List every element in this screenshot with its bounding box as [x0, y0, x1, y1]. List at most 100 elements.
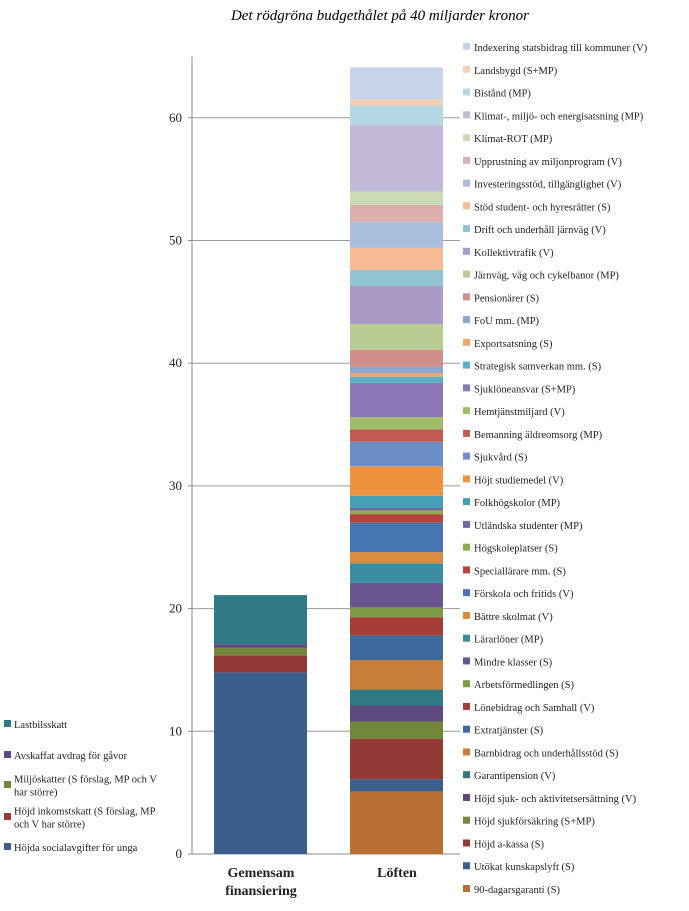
legend-swatch	[4, 720, 11, 727]
promises-segment-12	[350, 552, 443, 564]
legend-label: Lönebidrag och Samhall (V)	[474, 703, 595, 714]
legend-swatch	[4, 813, 11, 820]
legend-swatch	[4, 843, 11, 850]
legend-swatch	[463, 657, 470, 665]
promises-segment-0	[350, 791, 443, 854]
legend-label: Klimat-, miljö- och energisatsning (MP)	[474, 111, 644, 122]
promises-segment-2	[350, 738, 443, 780]
promises-segment-28	[350, 285, 443, 324]
legend-label: Bistånd (MP)	[474, 89, 531, 100]
promises-segment-15	[350, 510, 443, 515]
promises-segment-22	[350, 382, 443, 418]
legend-label: Miljöskatter (S förslag, MP och V	[14, 775, 157, 786]
promises-segment-32	[350, 204, 443, 223]
legend-label: Utländska studenter (MP)	[474, 521, 583, 532]
legend-label: Förskola och fritids (V)	[474, 589, 574, 600]
y-tick-label: 0	[176, 846, 183, 861]
legend-label: har större)	[14, 788, 58, 799]
legend-swatch	[463, 725, 470, 733]
category-label-promises: Löften	[377, 866, 417, 881]
legend-label: Mindre klasser (S)	[474, 657, 553, 668]
legend-label: Bemanning äldreomsorg (MP)	[474, 430, 603, 441]
legend-swatch	[463, 793, 470, 801]
legend-label: Höjd inkomstskatt (S förslag, MP	[14, 807, 156, 818]
legend-label: FoU mm. (MP)	[474, 316, 540, 327]
legend-label: Klimat-ROT (MP)	[474, 134, 553, 145]
legend-label: Pensionärer (S)	[474, 293, 540, 304]
promises-segment-30	[350, 247, 443, 270]
legend-label: Extratjänster (S)	[474, 726, 544, 737]
legend-swatch	[463, 293, 470, 301]
legend-swatch	[463, 498, 470, 506]
legend-swatch	[463, 316, 470, 324]
legend-label: Höjd a-kassa (S)	[474, 839, 544, 850]
legend-label: Järnväg, väg och cykelbanor (MP)	[474, 271, 619, 282]
promises-segment-34	[350, 125, 443, 192]
legend-swatch	[463, 111, 470, 119]
x-axis: Gemensam finansiering Löften	[225, 866, 417, 899]
legend-label: Strategisk samverkan mm. (S)	[474, 362, 602, 373]
promises-segment-33	[350, 191, 443, 205]
promises-segment-21	[350, 417, 443, 430]
legend-swatch	[463, 611, 470, 619]
category-label-financing: Gemensam	[228, 866, 295, 881]
promises-segment-14	[350, 514, 443, 523]
legend-swatch	[463, 771, 470, 779]
legend-swatch	[463, 702, 470, 710]
promises-segment-26	[350, 349, 443, 367]
legend-label: Stöd student- och hyresrätter (S)	[474, 202, 611, 213]
legend-swatch	[463, 566, 470, 574]
legend-swatch	[463, 225, 470, 233]
legend-swatch	[463, 65, 470, 73]
legend-label: Höjda socialavgifter för unga	[14, 843, 138, 854]
legend-swatch	[463, 839, 470, 847]
legend-swatch	[463, 88, 470, 96]
legend-swatch	[463, 680, 470, 688]
legend-label: Barnbidrag och underhållsstöd (S)	[474, 748, 619, 759]
legend-swatch	[463, 338, 470, 346]
legend-swatch	[463, 43, 470, 50]
financing-segment-1	[214, 655, 307, 673]
legend-label: och V har större)	[14, 820, 86, 831]
promises-segment-6	[350, 660, 443, 690]
legend-swatch	[463, 634, 470, 642]
promises-segment-9	[350, 607, 443, 618]
legend-swatch	[463, 361, 470, 369]
legend-swatch	[463, 134, 470, 142]
legend-label: Sjukvård (S)	[474, 453, 528, 464]
legend-label: Landsbygd (S+MP)	[474, 66, 558, 77]
legend-label: Lastbilsskatt	[14, 720, 67, 731]
legend-swatch	[463, 589, 470, 597]
legend-swatch	[463, 429, 470, 437]
legend-label: 90-dagarsgaranti (S)	[474, 885, 561, 896]
financing-segment-4	[214, 595, 307, 645]
legend-swatch	[463, 384, 470, 392]
category-label-financing-line2: finansiering	[225, 884, 297, 899]
promises-segment-17	[350, 495, 443, 508]
legend-label: Avskaffat avdrag för gåvor	[14, 751, 128, 762]
promises-segment-19	[350, 441, 443, 467]
legend-label: Speciallärare mm. (S)	[474, 566, 566, 577]
legend-label: Garantipension (V)	[474, 771, 556, 782]
promises-segment-35	[350, 105, 443, 126]
promises-segment-4	[350, 705, 443, 722]
promises-segment-18	[350, 466, 443, 496]
promises-segment-27	[350, 323, 443, 350]
promises-segment-20	[350, 429, 443, 442]
legend-label: Drift och underhåll järnväg (V)	[474, 225, 606, 236]
legend-swatch	[463, 475, 470, 483]
legend-label: Höjt studiemedel (V)	[474, 475, 564, 486]
y-tick-label: 50	[169, 233, 182, 248]
promises-segment-11	[350, 563, 443, 583]
legend-swatch	[463, 862, 470, 870]
y-tick-label: 10	[169, 723, 182, 738]
promises-segment-16	[350, 507, 443, 511]
promises-segment-13	[350, 522, 443, 553]
legend-swatch	[463, 270, 470, 278]
legend-label: Investeringsstöd, tillgänglighet (V)	[474, 180, 622, 191]
legend-label: Höjd sjukförsäkring (S+MP)	[474, 817, 595, 828]
y-tick-label: 30	[169, 478, 182, 493]
promises-segment-36	[350, 99, 443, 106]
legend-swatch	[463, 452, 470, 460]
